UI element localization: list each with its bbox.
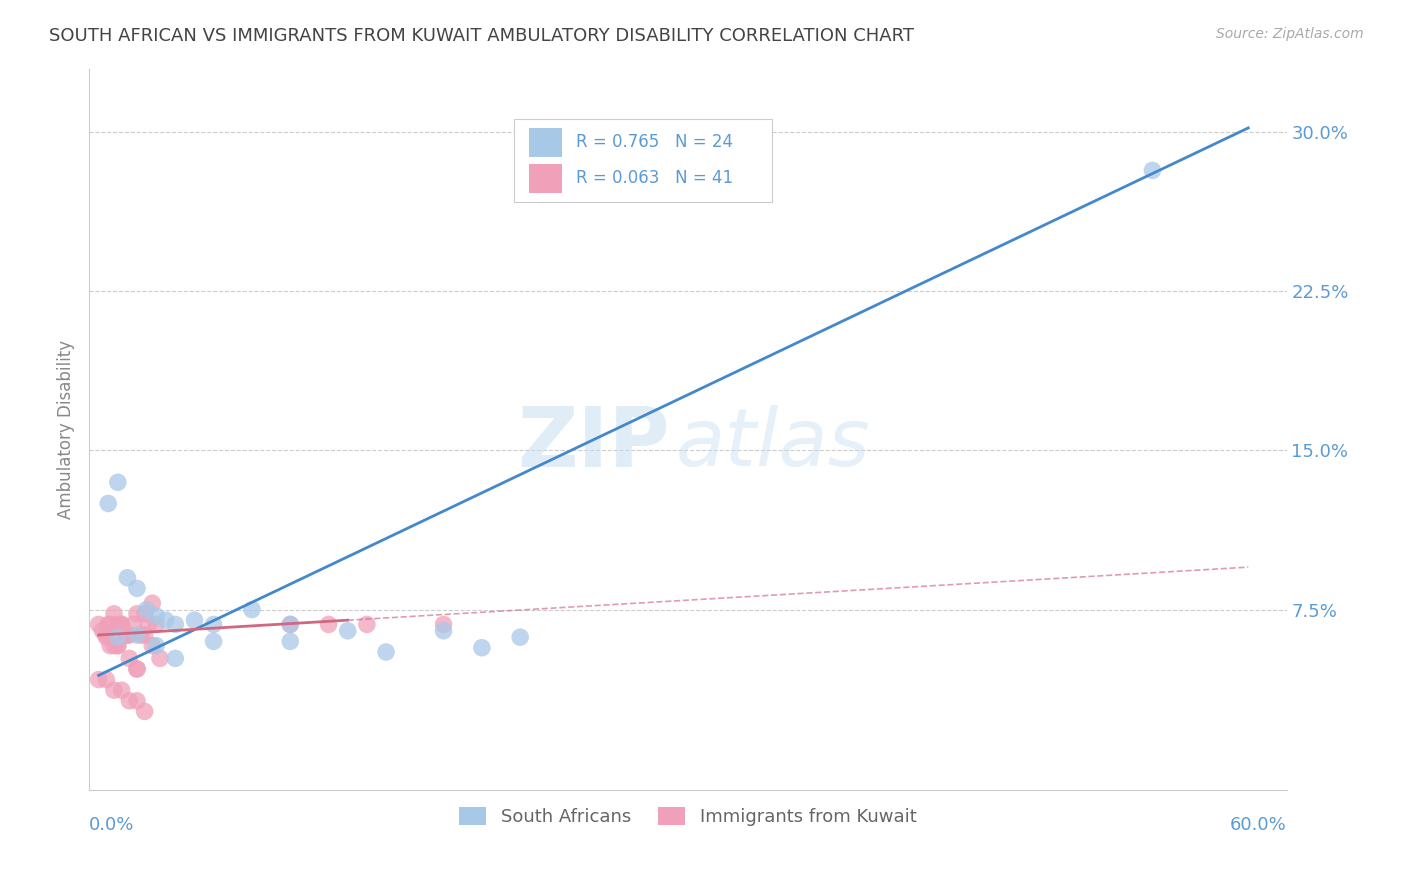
Point — [91, 624, 114, 638]
Point — [145, 617, 167, 632]
Point — [125, 694, 148, 708]
Text: ZIP: ZIP — [517, 403, 669, 484]
Point — [375, 645, 398, 659]
Point — [138, 617, 160, 632]
Point — [111, 617, 134, 632]
Y-axis label: Ambulatory Disability: Ambulatory Disability — [58, 340, 75, 519]
Point — [240, 602, 263, 616]
Point — [134, 628, 156, 642]
Point — [432, 624, 454, 638]
Point — [117, 571, 139, 585]
Text: 0.0%: 0.0% — [89, 815, 135, 834]
Point — [278, 634, 301, 648]
Point — [118, 651, 141, 665]
Point — [103, 639, 125, 653]
Text: R = 0.063   N = 41: R = 0.063 N = 41 — [576, 169, 734, 187]
Point — [111, 683, 134, 698]
Point — [96, 628, 118, 642]
FancyBboxPatch shape — [529, 128, 562, 156]
Point — [96, 673, 118, 687]
Point — [356, 617, 378, 632]
Text: atlas: atlas — [676, 405, 870, 483]
Point — [135, 602, 157, 616]
Point — [202, 634, 225, 648]
Point — [96, 630, 118, 644]
Point — [107, 639, 129, 653]
Point — [111, 617, 134, 632]
Point — [98, 617, 121, 632]
Point — [87, 673, 110, 687]
Point — [336, 624, 359, 638]
Text: R = 0.765   N = 24: R = 0.765 N = 24 — [576, 133, 734, 151]
FancyBboxPatch shape — [515, 119, 772, 202]
Point — [125, 607, 148, 621]
Point — [1142, 163, 1164, 178]
Point — [118, 694, 141, 708]
Text: Source: ZipAtlas.com: Source: ZipAtlas.com — [1216, 27, 1364, 41]
Legend: South Africans, Immigrants from Kuwait: South Africans, Immigrants from Kuwait — [450, 797, 925, 835]
Point — [107, 639, 129, 653]
Point — [98, 639, 121, 653]
Point — [125, 662, 148, 676]
Point — [471, 640, 494, 655]
Point — [318, 617, 340, 632]
Point — [107, 617, 129, 632]
FancyBboxPatch shape — [529, 164, 562, 193]
Text: SOUTH AFRICAN VS IMMIGRANTS FROM KUWAIT AMBULATORY DISABILITY CORRELATION CHART: SOUTH AFRICAN VS IMMIGRANTS FROM KUWAIT … — [49, 27, 914, 45]
Point — [87, 617, 110, 632]
Point — [103, 607, 125, 621]
Point — [97, 496, 120, 510]
Point — [107, 630, 129, 644]
Point — [117, 628, 139, 642]
Point — [125, 628, 148, 642]
Point — [114, 628, 136, 642]
Point — [129, 628, 152, 642]
Point — [183, 613, 205, 627]
Point — [145, 609, 167, 624]
Text: 60.0%: 60.0% — [1230, 815, 1286, 834]
Point — [155, 613, 177, 627]
Point — [278, 617, 301, 632]
Point — [278, 617, 301, 632]
Point — [107, 475, 129, 490]
Point — [509, 630, 531, 644]
Point — [97, 617, 120, 632]
Point — [145, 639, 167, 653]
Point — [134, 607, 156, 621]
Point — [202, 617, 225, 632]
Point — [165, 651, 187, 665]
Point — [103, 683, 125, 698]
Point — [125, 582, 148, 596]
Point — [118, 628, 141, 642]
Point — [141, 639, 163, 653]
Point — [165, 617, 187, 632]
Point — [122, 617, 145, 632]
Point — [141, 596, 163, 610]
Point — [149, 651, 172, 665]
Point — [134, 705, 156, 719]
Point — [432, 617, 454, 632]
Point — [125, 662, 148, 676]
